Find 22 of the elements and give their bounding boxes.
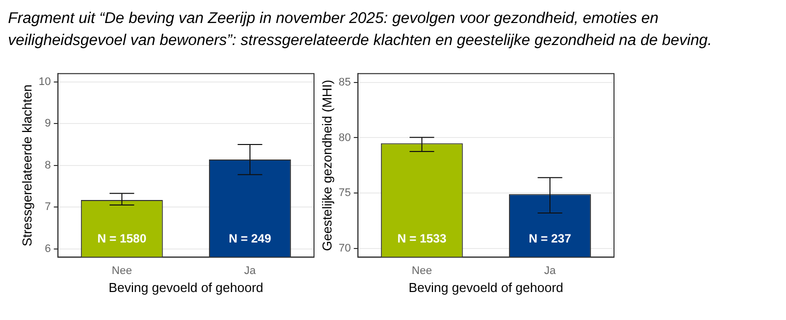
x-tick-label: Ja [244,264,257,277]
y-tick-label: 10 [38,76,51,88]
x-tick-label: Nee [412,264,432,277]
y-tick-label: 85 [338,76,351,88]
y-tick-label: 9 [44,118,51,130]
text: Fragment uit “De beving van Zeerijp in november 2025: gevolgen voor gezondheid, emoties en veiligheidsgevoel van bewoners”: stressgerelateerde klachten en geestelijke gezondheid na de beving. [8,9,713,51]
x-axis-title: Beving gevoeld of gehoord [408,280,564,295]
annotation: N = 249 [228,232,272,246]
y-tick-label: 80 [338,132,351,144]
y-tick-label: 75 [338,187,351,200]
y-tick-label: 8 [44,159,51,172]
y-tick-label: 70 [338,242,351,254]
y-axis-title: Stressgerelateerde klachten [19,84,34,246]
annotation: N = 237 [528,232,572,246]
x-tick-label: Nee [112,264,132,277]
annotation: N = 1533 [397,232,447,246]
x-axis-title: Beving gevoeld of gehoord [108,280,264,295]
y-tick-label: 7 [44,201,51,214]
y-tick-label: 6 [44,242,51,255]
annotation: N = 1580 [97,232,147,246]
x-tick-label: Ja [544,264,557,277]
y-axis-title: Geestelijke gezondheid (MHI) [319,80,334,252]
